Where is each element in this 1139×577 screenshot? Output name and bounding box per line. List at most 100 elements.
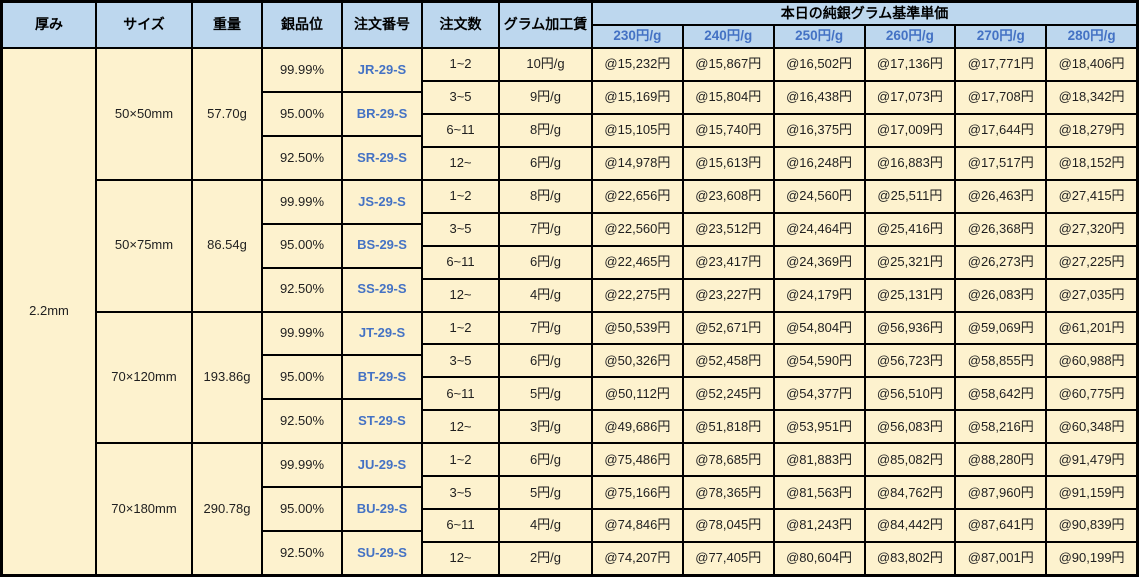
qty-cell: 12~: [423, 147, 498, 179]
fee-cell: 2円/g: [500, 543, 591, 574]
qty-cell: 3~5: [423, 81, 498, 113]
price-cell: @23,512円: [683, 213, 773, 245]
qty-cell: 12~: [423, 411, 498, 443]
qty-cell: 1~2: [423, 444, 498, 476]
col-header-qty: 注文数: [423, 3, 498, 47]
price-cell: @15,232円: [593, 49, 682, 80]
price-cell: @26,463円: [956, 180, 1046, 212]
price-cell: @88,280円: [956, 444, 1046, 476]
order-no-cell: BT-29-S: [343, 356, 421, 399]
purity-cell: 92.50%: [263, 532, 341, 574]
price-cell: @14,978円: [593, 147, 682, 179]
price-cell: @87,001円: [956, 543, 1046, 574]
price-cell: @87,960円: [956, 477, 1046, 509]
price-cell: @51,818円: [683, 411, 773, 443]
order-no-cell: JR-29-S: [343, 49, 421, 91]
purity-cell: 95.00%: [263, 488, 341, 531]
fee-cell: 7円/g: [500, 213, 591, 245]
price-cell: @54,804円: [774, 312, 864, 344]
price-cell: @22,465円: [593, 246, 682, 278]
price-cell: @58,855円: [956, 345, 1046, 377]
price-cell: @56,510円: [865, 378, 955, 410]
price-cell: @15,804円: [683, 81, 773, 113]
price-cell: @83,802円: [865, 543, 955, 574]
fee-cell: 5円/g: [500, 477, 591, 509]
purity-cell: 92.50%: [263, 136, 341, 179]
qty-cell: 3~5: [423, 213, 498, 245]
price-cell: @15,740円: [683, 114, 773, 146]
price-cell: @58,642円: [956, 378, 1046, 410]
price-cell: @90,199円: [1047, 543, 1136, 574]
price-cell: @15,105円: [593, 114, 682, 146]
price-cell: @17,136円: [865, 49, 955, 80]
price-cell: @16,883円: [865, 147, 955, 179]
purity-cell: 99.99%: [263, 49, 341, 91]
price-cell: @50,326円: [593, 345, 682, 377]
purity-cell: 95.00%: [263, 356, 341, 399]
price-cell: @23,227円: [683, 279, 773, 311]
price-cell: @23,417円: [683, 246, 773, 278]
fee-cell: 6円/g: [500, 444, 591, 476]
price-cell: @24,560円: [774, 180, 864, 212]
qty-cell: 6~11: [423, 246, 498, 278]
price-cell: @81,883円: [774, 444, 864, 476]
price-cell: @25,131円: [865, 279, 955, 311]
order-no-cell: JT-29-S: [343, 312, 421, 355]
fee-cell: 8円/g: [500, 114, 591, 146]
price-cell: @75,486円: [593, 444, 682, 476]
price-cell: @52,671円: [683, 312, 773, 344]
purity-cell: 99.99%: [263, 444, 341, 487]
price-cell: @17,708円: [956, 81, 1046, 113]
purity-cell: 99.99%: [263, 180, 341, 223]
price-header-230: 230円/g: [593, 26, 682, 47]
price-cell: @27,225円: [1047, 246, 1136, 278]
order-no-cell: BS-29-S: [343, 224, 421, 267]
price-cell: @27,035円: [1047, 279, 1136, 311]
table-title: 本日の純銀グラム基準単価: [593, 3, 1136, 24]
col-header-thickness: 厚み: [3, 3, 95, 47]
price-cell: @15,169円: [593, 81, 682, 113]
purity-cell: 92.50%: [263, 268, 341, 311]
qty-cell: 6~11: [423, 378, 498, 410]
purity-cell: 95.00%: [263, 224, 341, 267]
price-cell: @15,867円: [683, 49, 773, 80]
price-cell: @85,082円: [865, 444, 955, 476]
size-cell: 70×120mm: [97, 312, 191, 443]
price-cell: @18,342円: [1047, 81, 1136, 113]
price-header-280: 280円/g: [1047, 26, 1136, 47]
price-header-240: 240円/g: [683, 26, 773, 47]
col-header-size: サイズ: [97, 3, 191, 47]
price-cell: @56,936円: [865, 312, 955, 344]
price-cell: @24,464円: [774, 213, 864, 245]
price-cell: @52,245円: [683, 378, 773, 410]
price-cell: @91,159円: [1047, 477, 1136, 509]
qty-cell: 3~5: [423, 345, 498, 377]
price-cell: @26,368円: [956, 213, 1046, 245]
price-cell: @16,438円: [774, 81, 864, 113]
fee-cell: 9円/g: [500, 81, 591, 113]
order-no-cell: SU-29-S: [343, 532, 421, 574]
fee-cell: 7円/g: [500, 312, 591, 344]
price-cell: @74,846円: [593, 510, 682, 542]
qty-cell: 1~2: [423, 49, 498, 80]
fee-cell: 10円/g: [500, 49, 591, 80]
price-cell: @17,517円: [956, 147, 1046, 179]
price-cell: @59,069円: [956, 312, 1046, 344]
price-cell: @27,415円: [1047, 180, 1136, 212]
price-header-270: 270円/g: [956, 26, 1046, 47]
price-cell: @16,375円: [774, 114, 864, 146]
size-cell: 70×180mm: [97, 444, 191, 574]
price-cell: @56,723円: [865, 345, 955, 377]
fee-cell: 4円/g: [500, 279, 591, 311]
price-cell: @78,045円: [683, 510, 773, 542]
qty-cell: 1~2: [423, 312, 498, 344]
fee-cell: 6円/g: [500, 345, 591, 377]
col-header-fee: グラム加工賃: [500, 3, 591, 47]
qty-cell: 1~2: [423, 180, 498, 212]
price-cell: @24,369円: [774, 246, 864, 278]
price-cell: @90,839円: [1047, 510, 1136, 542]
fee-cell: 3円/g: [500, 411, 591, 443]
price-cell: @74,207円: [593, 543, 682, 574]
price-cell: @81,243円: [774, 510, 864, 542]
price-header-260: 260円/g: [865, 26, 955, 47]
